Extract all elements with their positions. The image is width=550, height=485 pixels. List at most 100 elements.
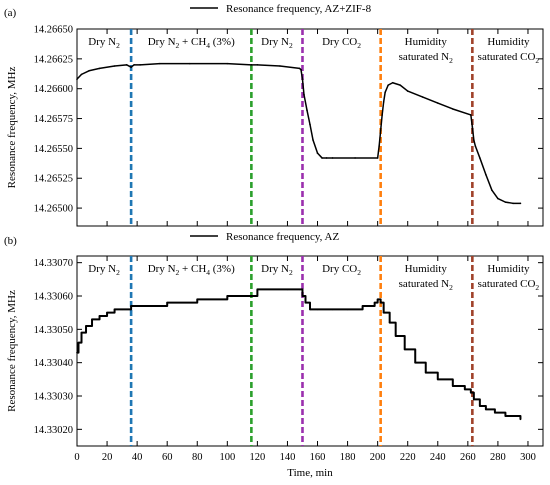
gas-annotation-sub: 2 [357, 41, 361, 50]
gas-annotation-sub: 2 [449, 56, 453, 65]
gas-annotation-rest: (3%) [210, 263, 235, 275]
data-point [512, 415, 514, 417]
data-point [485, 173, 487, 176]
x-tick-label: 220 [400, 452, 416, 463]
x-tick-label: 260 [460, 452, 476, 463]
data-point [139, 64, 141, 66]
data-point [473, 139, 475, 141]
data-point [226, 62, 229, 65]
gas-annotation-sub: 2 [535, 283, 539, 292]
gas-annotation: saturated CO2 [478, 51, 540, 65]
data-point [470, 391, 472, 394]
x-tick-label: 280 [490, 452, 506, 463]
y-axis-label: Resonance frequency, MHz [6, 67, 18, 189]
data-point [301, 295, 304, 297]
gas-annotation-text: Dry CO [322, 263, 357, 275]
series-line [77, 288, 522, 420]
gas-annotation: Humidity [405, 263, 448, 275]
data-point [298, 288, 301, 291]
y-tick-label: 14.33060 [34, 292, 73, 303]
gas-annotation-text: saturated N [399, 51, 449, 63]
data-point [298, 67, 301, 70]
data-point [76, 351, 78, 354]
data-point [403, 348, 406, 351]
panel-a: (a) Resonance frequency, AZ+ZIF-8 14.26500… [4, 3, 544, 227]
gas-annotation-rest: + CH [179, 263, 206, 275]
x-tick-label: 140 [280, 452, 296, 463]
gas-annotation-text: Humidity [487, 36, 530, 48]
data-point [98, 67, 101, 70]
gas-annotation: Dry N2 [88, 263, 120, 277]
data-point [98, 315, 101, 317]
plot-frame [76, 255, 544, 447]
data-point [121, 308, 123, 311]
data-point [479, 405, 481, 407]
data-point [414, 361, 417, 364]
gas-annotation-sub: 2 [289, 41, 293, 50]
data-point [470, 114, 472, 116]
x-tick-label: 160 [310, 452, 326, 463]
series-line [76, 62, 521, 205]
data-point [381, 114, 383, 116]
data-point [300, 68, 302, 71]
data-point [436, 378, 439, 381]
gas-annotation: Dry N2 + CH4 (3%) [148, 36, 235, 50]
gas-annotation: saturated N2 [399, 51, 453, 65]
legend-label: Resonance frequency, AZ [226, 231, 339, 243]
data-point [196, 298, 199, 301]
x-tick-label: 180 [340, 452, 356, 463]
x-tick-label: 300 [520, 452, 536, 463]
gas-annotation-sub: 2 [449, 283, 453, 292]
data-point [312, 139, 314, 141]
data-point [306, 109, 308, 111]
data-point [391, 81, 394, 84]
gas-annotation-sub: 2 [289, 268, 293, 277]
data-point [85, 325, 87, 327]
gas-annotation: Humidity [405, 36, 448, 48]
gas-annotation-sub: 4 [206, 268, 210, 277]
data-point [130, 305, 132, 307]
data-point [88, 69, 90, 72]
data-point [497, 197, 499, 200]
gas-annotation: Dry N2 [88, 36, 120, 50]
data-point [316, 308, 319, 311]
gas-annotation-text: saturated CO [478, 51, 536, 63]
data-point [76, 78, 78, 80]
x-tick-label: 0 [74, 452, 79, 463]
data-point [399, 84, 401, 86]
x-tick-label: 120 [250, 452, 266, 463]
data-point [331, 157, 334, 159]
y-tick-label: 14.33070 [34, 258, 73, 269]
data-point [519, 418, 522, 421]
data-point [188, 62, 191, 65]
gas-annotation: Dry N2 [261, 263, 293, 277]
gas-annotation: saturated N2 [399, 278, 453, 292]
y-tick-label: 14.26575 [34, 114, 73, 125]
data-point [316, 152, 319, 154]
data-point [346, 308, 349, 311]
data-point [91, 318, 93, 321]
y-tick-label: 14.26550 [34, 144, 73, 155]
data-point [331, 308, 334, 311]
gas-annotation-rest: (3%) [210, 36, 235, 48]
data-point [286, 288, 289, 291]
gas-annotation-text: Dry N [88, 36, 116, 48]
data-point [519, 202, 522, 205]
gas-annotation: Dry N2 + CH4 (3%) [148, 263, 235, 277]
gas-annotation-sub: 2 [535, 56, 539, 65]
gas-annotation-text: Dry N [261, 263, 289, 275]
data-point [378, 145, 380, 147]
gas-annotation-text: Dry CO [322, 36, 357, 48]
gas-annotation: Dry CO2 [322, 36, 361, 50]
gas-annotation-text: Humidity [405, 36, 448, 48]
data-point [471, 126, 474, 128]
data-point [387, 84, 389, 86]
data-point [384, 91, 386, 94]
data-point [512, 202, 514, 205]
panel-label: (a) [4, 7, 17, 19]
data-point [77, 341, 80, 344]
plot-frame [76, 28, 544, 227]
data-point [250, 64, 253, 66]
x-tick-label: 80 [192, 452, 203, 463]
